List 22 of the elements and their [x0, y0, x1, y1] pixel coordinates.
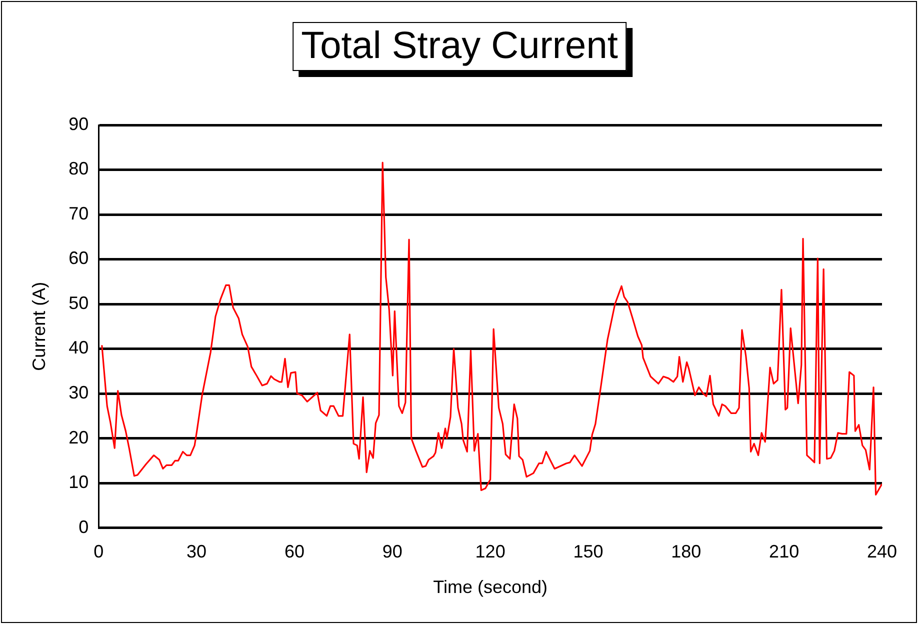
x-tick-label: 210 [769, 542, 800, 562]
chart-title: Total Stray Current [292, 22, 627, 71]
y-tick-label: 0 [78, 516, 89, 537]
y-tick-label: 60 [68, 248, 89, 268]
x-tick-label: 150 [573, 542, 604, 562]
y-tick-label: 90 [68, 114, 89, 134]
x-tick-label: 240 [866, 542, 898, 562]
x-tick-label: 30 [186, 542, 207, 562]
y-axis-title: Current (A) [28, 282, 49, 371]
y-tick-label: 80 [68, 158, 89, 179]
y-tick-label: 20 [68, 427, 89, 448]
y-tick-label: 50 [68, 292, 89, 313]
x-tick-label: 180 [671, 542, 702, 562]
y-tick-label: 40 [68, 338, 89, 358]
y-tick-label: 30 [68, 382, 89, 402]
y-tick-label: 10 [68, 472, 89, 492]
x-tick-label: 90 [382, 542, 402, 562]
x-tick-label: 120 [475, 542, 506, 562]
x-tick-label: 60 [284, 542, 304, 562]
x-axis-title: Time (second) [433, 577, 548, 598]
y-tick-label: 70 [68, 203, 89, 224]
x-tick-label: 0 [94, 542, 104, 562]
